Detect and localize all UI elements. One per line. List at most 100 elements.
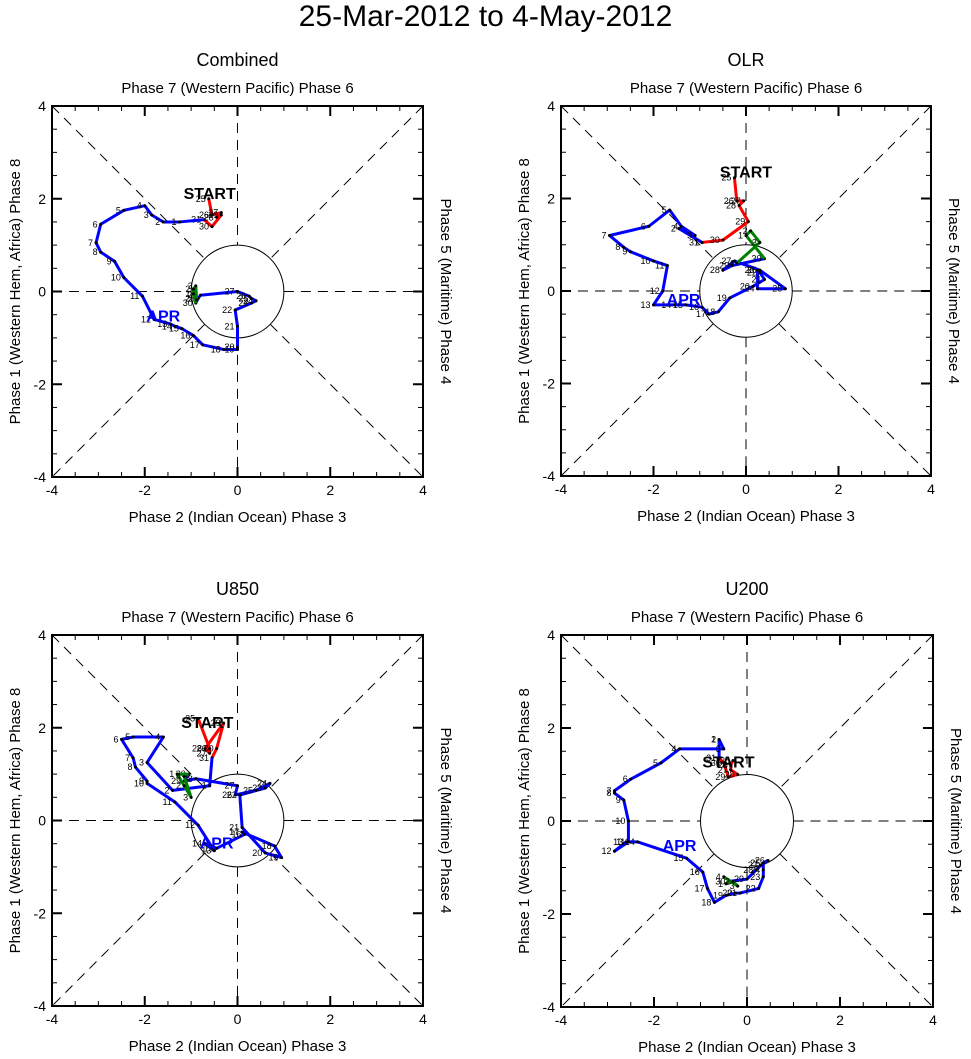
mar-day-point: [215, 215, 219, 219]
bottom-axis-label: Phase 2 (Indian Ocean) Phase 3: [129, 1038, 347, 1055]
mar-day-label: 30: [199, 222, 209, 232]
mar-day-label: 27: [208, 208, 218, 218]
mar-day-point: [726, 775, 730, 779]
may-day-label: 2: [725, 876, 730, 886]
apr-day-point: [215, 846, 219, 850]
apr-day-point: [240, 825, 244, 829]
may-day-label: 1: [718, 879, 723, 889]
mar-day-label: 28: [725, 770, 735, 780]
apr-day-label: 11: [163, 797, 172, 807]
apr-day-point: [700, 305, 704, 309]
apr-day-label: 4: [155, 732, 160, 742]
apr-day-point: [238, 793, 242, 797]
mar-day-label: 31: [199, 753, 209, 763]
mar-day-label: 31: [689, 237, 699, 247]
y-tick-label: 4: [38, 627, 46, 643]
mar-day-point: [196, 716, 200, 720]
apr-day-point: [173, 324, 177, 328]
diagonal-bl: [51, 852, 206, 1007]
mar-day-label: 25: [196, 194, 206, 204]
apr-day-point: [201, 343, 205, 347]
diagonal-tl: [560, 634, 715, 789]
mar-day-point: [203, 747, 207, 751]
apr-day-label: 30: [715, 876, 725, 886]
apr-day-label: 21: [224, 321, 234, 331]
right-axis-label: Phase 5 (Maritime) Phase 4: [947, 728, 964, 914]
mar-day-point: [222, 721, 226, 725]
apr-day-label: 18: [705, 307, 715, 317]
apr-day-label: 3: [716, 744, 721, 754]
mar-day-label: 26: [199, 210, 209, 220]
top-axis-label: Phase 7 (Western Pacific) Phase 6: [630, 80, 862, 97]
y-tick-label: -4: [543, 468, 556, 484]
apr-day-point: [707, 312, 711, 316]
x-tick-label: 2: [835, 481, 843, 497]
x-tick-label: 4: [419, 482, 427, 498]
apr-day-label: 26: [222, 790, 232, 800]
panel-title: U850: [216, 579, 259, 599]
apr-day-label: 15: [169, 324, 179, 334]
apr-day-point: [684, 303, 688, 307]
apr-day-label: 4: [673, 221, 678, 231]
apr-day-point: [652, 303, 655, 307]
apr-day-point: [652, 259, 655, 263]
month-label-apr: APR: [200, 835, 234, 852]
apr-day-label: 19: [269, 853, 279, 863]
mar-day-point: [215, 747, 219, 751]
apr-day-label: 11: [130, 291, 139, 301]
apr-day-point: [242, 832, 246, 836]
x-tick-label: -4: [46, 482, 59, 498]
x-tick-label: 4: [419, 1011, 427, 1027]
apr-day-point: [626, 840, 630, 844]
mar-day-label: 25: [185, 713, 195, 723]
apr-day-label: 20: [740, 281, 750, 291]
may-day-point: [182, 774, 186, 778]
apr-day-label: 21: [229, 822, 239, 832]
apr-day-point: [122, 276, 126, 280]
apr-day-label: 26: [236, 291, 246, 301]
mar-day-label: 28: [726, 200, 736, 210]
x-tick-label: -2: [139, 482, 152, 498]
apr-day-label: 3: [139, 758, 144, 768]
apr-day-label: 22: [227, 790, 237, 800]
apr-day-point: [757, 886, 761, 890]
apr-day-label: 5: [653, 758, 658, 768]
apr-day-label: 12: [185, 820, 195, 830]
apr-day-label: 22: [222, 305, 232, 315]
mar-day-label: 27: [718, 765, 728, 775]
apr-day-point: [145, 781, 149, 785]
apr-day-point: [178, 220, 182, 224]
mar-day-point: [735, 199, 739, 203]
apr-day-label: 10: [111, 273, 121, 283]
mar-day-label: 31: [706, 753, 716, 763]
mar-day-point: [210, 213, 214, 217]
apr-day-point: [668, 208, 672, 212]
mar-day-label: 29: [208, 210, 218, 220]
may-day-label: 2: [185, 284, 190, 294]
y-tick-label: -2: [34, 905, 47, 921]
may-day-label: 1: [185, 289, 190, 299]
apr-day-label: 24: [257, 778, 267, 788]
left-axis-label: Phase 1 (Western Hem, Africa) Phase 8: [7, 159, 24, 425]
diagonal-tr: [778, 105, 932, 259]
apr-day-point: [173, 800, 177, 804]
diagonal-br: [269, 852, 424, 1007]
x-tick-label: -2: [139, 1011, 152, 1027]
apr-day-point: [143, 204, 147, 208]
apr-day-point: [700, 240, 704, 244]
diagonal-tl: [51, 634, 206, 789]
y-tick-label: 0: [38, 284, 46, 300]
mar-day-point: [729, 768, 733, 772]
right-axis-label: Phase 5 (Maritime) Phase 4: [437, 728, 454, 914]
may-day-label: 1: [169, 769, 174, 779]
may-day-point: [749, 229, 753, 233]
apr-day-point: [131, 735, 135, 739]
y-tick-label: -2: [34, 376, 47, 392]
may-day-point: [175, 772, 179, 776]
apr-day-label: 6: [114, 734, 119, 744]
y-tick-label: -4: [34, 469, 47, 485]
apr-day-point: [131, 756, 135, 760]
apr-day-point: [622, 798, 626, 802]
apr-day-point: [722, 747, 726, 751]
apr-day-label: 18: [701, 897, 711, 907]
